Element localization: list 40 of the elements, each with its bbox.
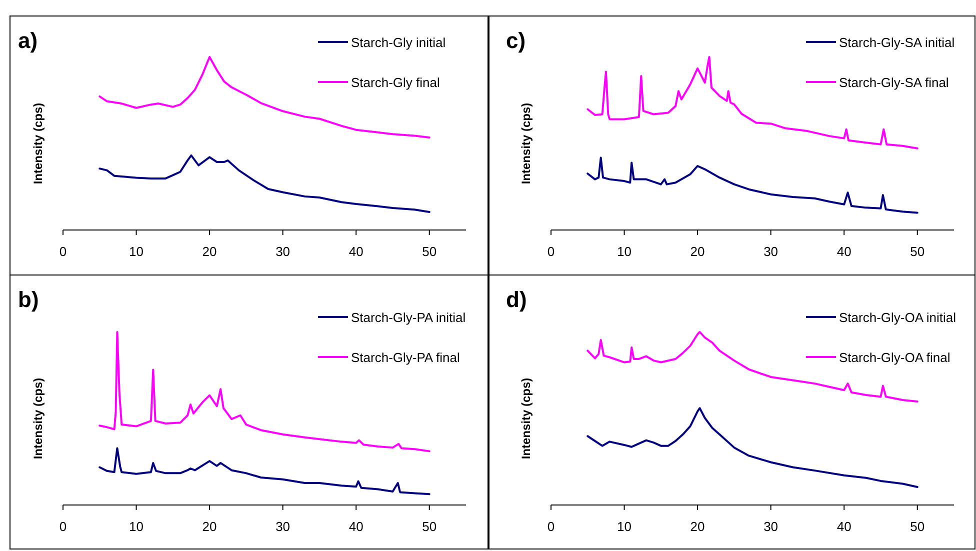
x-tick-label: 0: [59, 519, 67, 534]
y-axis-title: Intensity (cps): [519, 378, 533, 460]
x-tick-label: 20: [202, 244, 217, 259]
x-tick-label: 20: [690, 519, 705, 534]
x-tick-label: 10: [617, 519, 632, 534]
chart-title: c): [506, 28, 526, 53]
chart-title: d): [506, 287, 527, 312]
chart-title: a): [18, 28, 38, 53]
x-tick-label: 40: [348, 244, 364, 259]
y-axis-title: Intensity (cps): [519, 102, 533, 184]
legend-label: Starch-Gly-SA initial: [839, 35, 955, 50]
x-tick-label: 0: [547, 519, 555, 534]
x-tick-label: 30: [764, 519, 778, 534]
legend-label: Starch-Gly-SA final: [839, 75, 949, 90]
legend-label: Starch-Gly-PA initial: [351, 310, 466, 325]
x-tick-label: 30: [276, 519, 290, 534]
x-tick-label: 0: [59, 244, 67, 259]
x-tick-label: 40: [348, 519, 364, 534]
legend-label: Starch-Gly initial: [351, 35, 446, 50]
x-tick-label: 40: [836, 244, 852, 259]
legend-label: Starch-Gly-PA final: [351, 350, 460, 365]
x-tick-label: 30: [764, 244, 778, 259]
x-tick-label: 20: [690, 244, 705, 259]
x-tick-label: 50: [422, 244, 437, 259]
x-tick-label: 10: [617, 244, 632, 259]
x-tick-label: 0: [547, 244, 555, 259]
x-tick-label: 20: [202, 519, 217, 534]
legend-label: Starch-Gly-OA final: [839, 350, 950, 365]
legend-label: Starch-Gly-OA initial: [839, 310, 956, 325]
y-axis-title: Intensity (cps): [31, 102, 45, 184]
x-tick-label: 10: [129, 244, 144, 259]
x-tick-label: 50: [910, 519, 925, 534]
chart-title: b): [18, 287, 39, 312]
x-tick-label: 50: [910, 244, 925, 259]
x-tick-label: 10: [129, 519, 144, 534]
x-tick-label: 50: [422, 519, 437, 534]
x-tick-label: 40: [836, 519, 852, 534]
y-axis-title: Intensity (cps): [31, 378, 45, 460]
x-tick-label: 30: [276, 244, 290, 259]
legend-label: Starch-Gly final: [351, 75, 440, 90]
